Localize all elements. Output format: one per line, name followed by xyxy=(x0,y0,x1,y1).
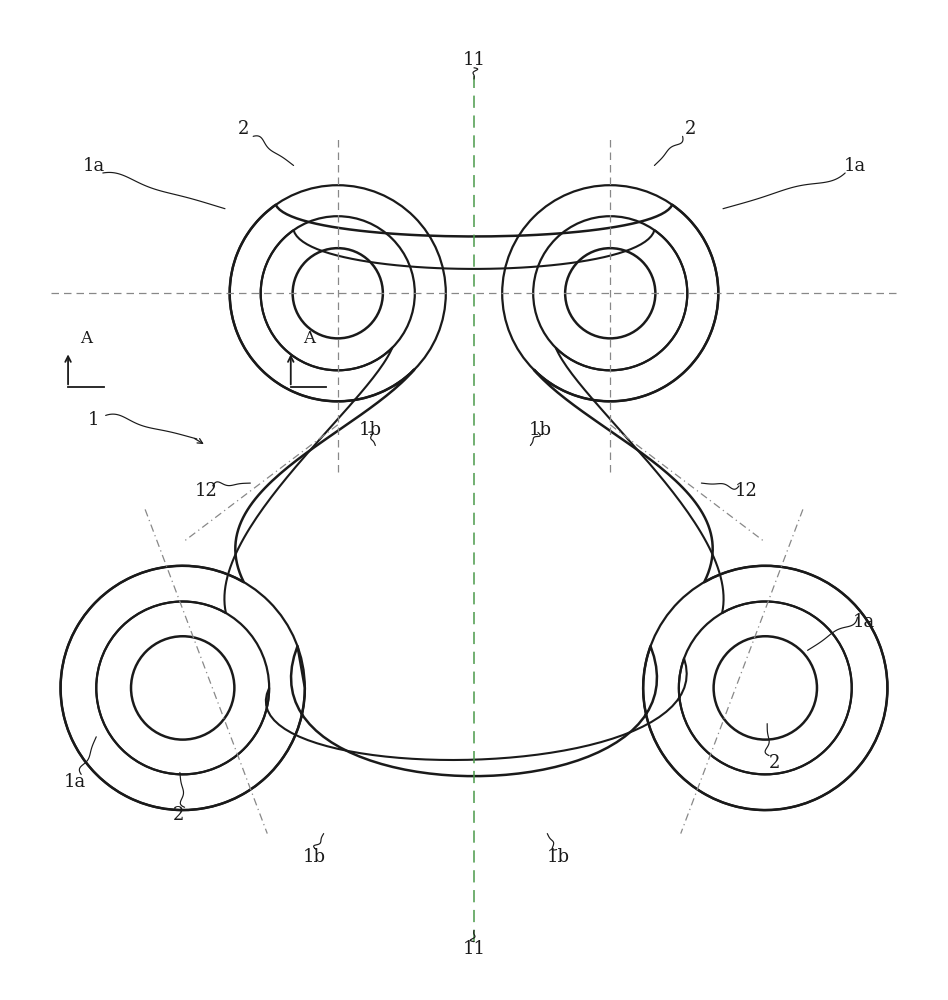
Text: A: A xyxy=(302,330,315,347)
Text: 11: 11 xyxy=(463,51,485,69)
Text: 12: 12 xyxy=(735,482,758,500)
Text: 11: 11 xyxy=(463,940,485,958)
Text: 1b: 1b xyxy=(528,421,552,439)
Text: A: A xyxy=(80,330,92,347)
Text: 1b: 1b xyxy=(547,848,570,866)
Text: 1a: 1a xyxy=(844,157,866,175)
Text: 1b: 1b xyxy=(302,848,326,866)
Text: 12: 12 xyxy=(194,482,218,500)
Text: 1a: 1a xyxy=(853,613,875,631)
Text: 2: 2 xyxy=(684,120,696,138)
Text: 1a: 1a xyxy=(82,157,104,175)
Text: 1: 1 xyxy=(87,411,100,429)
Text: 2: 2 xyxy=(238,120,249,138)
Text: 2: 2 xyxy=(769,754,780,772)
Text: 1a: 1a xyxy=(64,773,85,791)
Text: 2: 2 xyxy=(173,806,184,824)
Text: 1b: 1b xyxy=(359,421,382,439)
